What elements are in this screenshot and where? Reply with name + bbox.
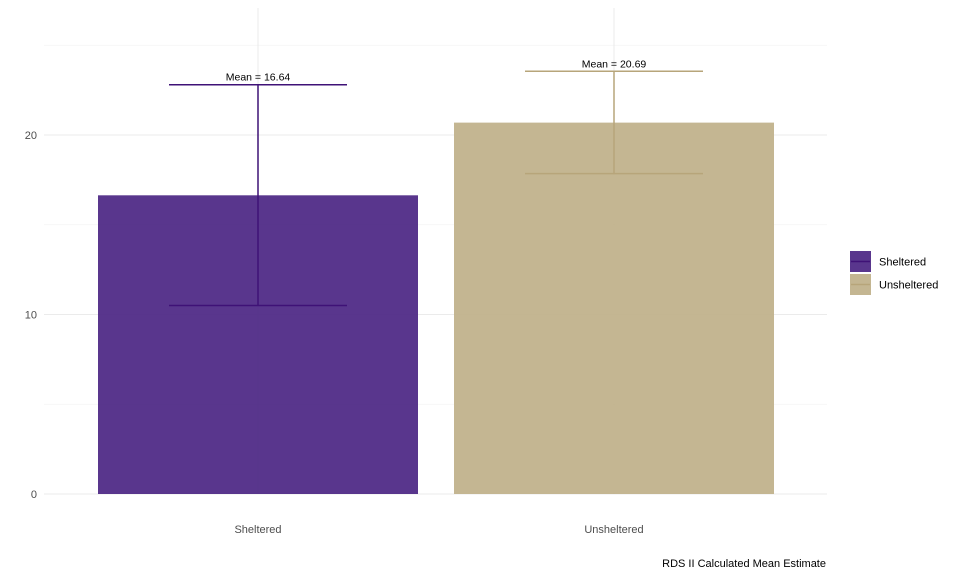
data-label-unsheltered: Mean = 20.69	[582, 58, 647, 70]
x-tick-label-sheltered: Sheltered	[234, 524, 281, 536]
legend-label-unsheltered: Unsheltered	[879, 280, 938, 292]
axis-tick-labels: 0 10 20 Sheltered Unsheltered	[25, 130, 644, 536]
y-tick-label: 20	[25, 130, 37, 142]
y-tick-label: 10	[25, 310, 37, 322]
error-bars	[169, 70, 703, 307]
data-label-sheltered: Mean = 16.64	[226, 72, 291, 84]
bar-unsheltered	[454, 122, 774, 494]
legend-label-sheltered: Sheltered	[879, 257, 926, 269]
bars	[98, 122, 774, 494]
legend: Sheltered Unsheltered	[850, 251, 938, 295]
chart-caption: RDS II Calculated Mean Estimate	[662, 558, 826, 570]
y-tick-label: 0	[31, 489, 37, 501]
data-labels: Mean = 16.64 Mean = 20.69	[226, 58, 647, 83]
x-tick-label-unsheltered: Unsheltered	[584, 524, 643, 536]
